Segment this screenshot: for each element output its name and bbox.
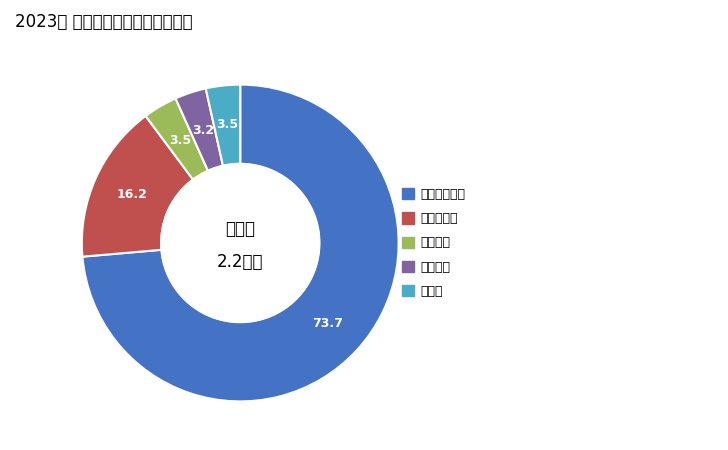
Circle shape	[161, 164, 320, 322]
Wedge shape	[82, 85, 399, 401]
Text: 73.7: 73.7	[312, 317, 343, 330]
Wedge shape	[206, 85, 240, 166]
Wedge shape	[146, 99, 208, 180]
Text: 総　額: 総 額	[225, 220, 256, 238]
Text: 2.2億円: 2.2億円	[217, 253, 264, 271]
Text: 3.5: 3.5	[169, 134, 191, 147]
Legend: インドネシア, フィリピン, メキシコ, ベトナム, その他: インドネシア, フィリピン, メキシコ, ベトナム, その他	[397, 183, 471, 303]
Text: 2023年 輸出相手国のシェア（％）: 2023年 輸出相手国のシェア（％）	[15, 14, 192, 32]
Wedge shape	[175, 88, 223, 171]
Text: 16.2: 16.2	[116, 188, 147, 201]
Text: 3.2: 3.2	[191, 124, 214, 137]
Text: 3.5: 3.5	[216, 118, 238, 131]
Wedge shape	[82, 116, 193, 256]
